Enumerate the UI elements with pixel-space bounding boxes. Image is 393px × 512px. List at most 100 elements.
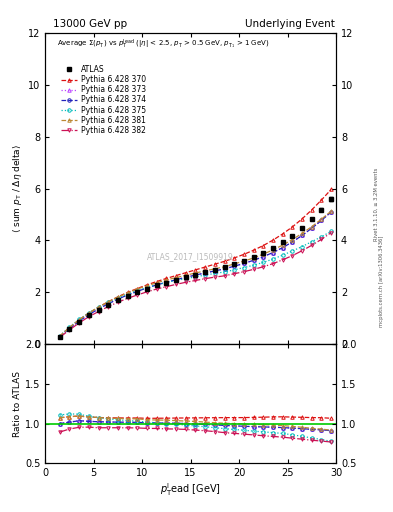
Pythia 6.428 375 [184,275,188,282]
Pythia 6.428 381 [154,280,159,286]
Pythia 6.428 381 [86,310,91,316]
Pythia 6.428 381 [222,264,227,270]
Pythia 6.428 374 [290,239,295,245]
Pythia 6.428 373 [280,245,285,251]
Pythia 6.428 375 [251,262,256,268]
Pythia 6.428 370 [280,231,285,237]
Pythia 6.428 373 [96,306,101,312]
Pythia 6.428 374 [213,268,217,274]
Pythia 6.428 373 [116,296,120,302]
Pythia 6.428 382 [125,295,130,302]
Pythia 6.428 374 [280,245,285,251]
Pythia 6.428 374 [184,274,188,281]
Pythia 6.428 373 [232,263,237,269]
Pythia 6.428 370 [290,224,295,230]
Pythia 6.428 381 [135,286,140,292]
Line: Pythia 6.428 370: Pythia 6.428 370 [58,187,333,338]
Pythia 6.428 382 [232,271,237,277]
Pythia 6.428 374 [174,276,178,283]
Pythia 6.428 373 [319,218,324,224]
Pythia 6.428 382 [290,252,295,259]
Pythia 6.428 375 [135,288,140,294]
Pythia 6.428 374 [261,253,266,260]
Pythia 6.428 374 [203,270,208,276]
Pythia 6.428 381 [145,283,149,289]
Pythia 6.428 373 [164,279,169,285]
Pythia 6.428 382 [154,286,159,292]
Line: Pythia 6.428 373: Pythia 6.428 373 [58,210,333,338]
Pythia 6.428 381 [96,304,101,310]
Pythia 6.428 382 [135,292,140,298]
Pythia 6.428 374 [67,326,72,332]
Pythia 6.428 373 [300,232,305,239]
Pythia 6.428 375 [300,244,305,250]
Pythia 6.428 370 [232,255,237,261]
Pythia 6.428 381 [242,258,246,264]
Line: Pythia 6.428 382: Pythia 6.428 382 [58,231,333,339]
Pythia 6.428 373 [57,334,62,340]
Pythia 6.428 373 [290,239,295,245]
Pythia 6.428 381 [77,317,81,323]
Pythia 6.428 373 [154,282,159,288]
Pythia 6.428 370 [135,285,140,291]
Pythia 6.428 381 [280,242,285,248]
Pythia 6.428 382 [57,334,62,340]
Pythia 6.428 381 [57,333,62,339]
Pythia 6.428 375 [125,291,130,297]
Pythia 6.428 370 [193,267,198,273]
Pythia 6.428 375 [329,228,334,234]
Pythia 6.428 370 [203,264,208,270]
Pythia 6.428 375 [309,239,314,245]
Pythia 6.428 370 [96,304,101,310]
Pythia 6.428 375 [145,284,149,290]
Pythia 6.428 382 [213,274,217,280]
Pythia 6.428 370 [309,207,314,213]
Pythia 6.428 382 [300,248,305,254]
Pythia 6.428 370 [106,298,110,305]
Pythia 6.428 370 [164,275,169,282]
Pythia 6.428 373 [213,268,217,274]
Pythia 6.428 374 [125,292,130,298]
Pythia 6.428 381 [300,230,305,237]
Pythia 6.428 375 [290,248,295,254]
Pythia 6.428 381 [213,266,217,272]
Pythia 6.428 382 [184,279,188,285]
Pythia 6.428 382 [271,261,275,267]
Pythia 6.428 373 [222,266,227,272]
Y-axis label: $\langle$ sum $p_\mathrm{T}$ / $\Delta\eta$ delta$\rangle$: $\langle$ sum $p_\mathrm{T}$ / $\Delta\e… [11,144,24,233]
Pythia 6.428 382 [86,314,91,320]
Pythia 6.428 370 [116,294,120,300]
Pythia 6.428 375 [203,272,208,278]
Pythia 6.428 382 [145,289,149,295]
Pythia 6.428 375 [57,333,62,339]
Pythia 6.428 375 [242,265,246,271]
Pythia 6.428 381 [232,261,237,267]
Pythia 6.428 373 [271,249,275,255]
Pythia 6.428 374 [300,232,305,239]
Pythia 6.428 374 [329,209,334,215]
Pythia 6.428 375 [154,282,159,288]
Pythia 6.428 373 [174,276,178,283]
Pythia 6.428 374 [193,272,198,278]
Pythia 6.428 373 [135,288,140,294]
Pythia 6.428 370 [300,216,305,222]
Pythia 6.428 382 [261,264,266,270]
Pythia 6.428 382 [280,257,285,263]
Y-axis label: Ratio to ATLAS: Ratio to ATLAS [13,371,22,437]
Pythia 6.428 374 [135,288,140,294]
Pythia 6.428 381 [164,277,169,283]
Pythia 6.428 382 [164,284,169,290]
Pythia 6.428 375 [280,252,285,258]
Pythia 6.428 370 [184,270,188,276]
Pythia 6.428 381 [203,268,208,274]
Pythia 6.428 375 [213,270,217,276]
Pythia 6.428 375 [106,299,110,305]
Pythia 6.428 370 [67,325,72,331]
Pythia 6.428 382 [222,273,227,279]
Pythia 6.428 382 [106,304,110,310]
Pythia 6.428 382 [319,236,324,242]
Pythia 6.428 375 [96,304,101,310]
Pythia 6.428 375 [164,280,169,286]
Pythia 6.428 374 [164,279,169,285]
Pythia 6.428 375 [222,269,227,275]
